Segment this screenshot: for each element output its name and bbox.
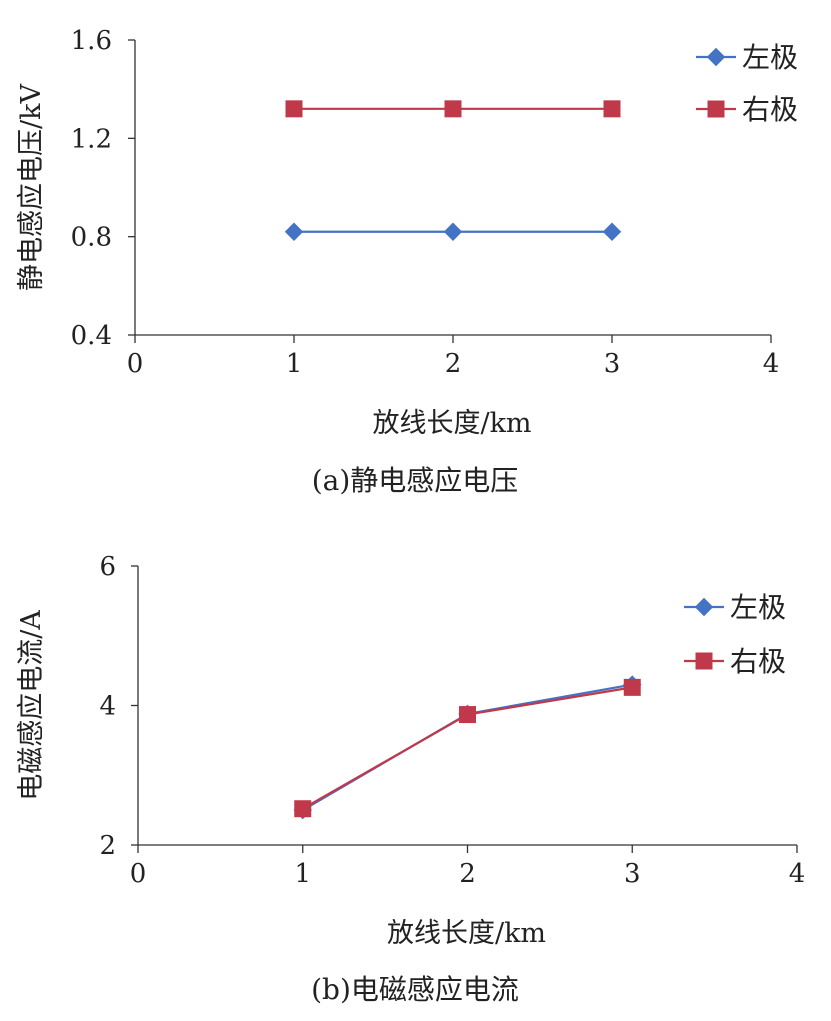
x-tick-label: 2: [445, 349, 462, 379]
legend-item-left-pole: 左极: [696, 41, 798, 74]
diamond-marker: [602, 222, 622, 241]
legend-item-right-pole: 右极: [696, 93, 798, 126]
series-left-pole: [284, 222, 622, 241]
y-axis-title: 静电感应电压/kV: [16, 84, 47, 291]
x-tick-label: 1: [294, 859, 311, 889]
legend-label: 右极: [730, 645, 786, 678]
x-tick-label: 4: [763, 349, 780, 379]
legend-item-right-pole: 右极: [684, 645, 786, 678]
square-marker: [623, 678, 641, 696]
x-tick-label: 0: [127, 349, 144, 379]
x-axis-title: 放线长度/km: [372, 408, 531, 439]
square-marker: [294, 800, 312, 818]
chart-caption: (a)静电感应电压: [312, 464, 519, 497]
square-marker: [459, 706, 476, 724]
series-right-pole: [294, 678, 641, 818]
y-tick-label: 0.8: [71, 223, 112, 253]
legend-marker-icon: [694, 597, 714, 617]
x-tick-label: 3: [624, 859, 641, 889]
y-tick-label: 6: [99, 552, 116, 582]
series-left-pole: [293, 675, 642, 820]
x-tick-label: 4: [789, 859, 806, 889]
y-tick-label: 0.4: [71, 321, 112, 351]
y-axis-title: 电磁感应电流/A: [16, 610, 47, 801]
square-marker: [285, 100, 303, 118]
chart-caption: (b)电磁感应电流: [311, 973, 519, 1006]
legend-item-left-pole: 左极: [684, 591, 786, 624]
y-tick-label: 4: [99, 692, 116, 722]
x-tick-label: 0: [130, 859, 147, 889]
diamond-marker: [443, 222, 463, 241]
legend-marker-icon: [706, 47, 726, 67]
legend-marker-icon: [695, 652, 713, 670]
x-tick-label: 1: [286, 349, 303, 379]
x-axis-title: 放线长度/km: [387, 918, 546, 949]
legend-label: 右极: [742, 93, 798, 126]
series-right-pole: [285, 100, 621, 118]
y-tick-label: 1.2: [71, 124, 112, 154]
chart-a: 0.4 0.8 1.2 1.6 0 1 2 3 4 放线长度/km 静电感应电压/kV (a)静电感应…: [16, 26, 798, 497]
x-tick-label: 2: [459, 859, 476, 889]
legend-marker-icon: [707, 100, 725, 118]
series-line: [302, 683, 633, 812]
y-tick-label: 2: [99, 831, 116, 861]
y-tick-label: 1.6: [71, 26, 112, 56]
legend-label: 左极: [730, 591, 786, 624]
x-tick-label: 3: [604, 349, 621, 379]
square-marker: [603, 100, 621, 118]
diamond-marker: [284, 222, 304, 241]
legend-label: 左极: [742, 41, 798, 74]
square-marker: [444, 100, 462, 118]
